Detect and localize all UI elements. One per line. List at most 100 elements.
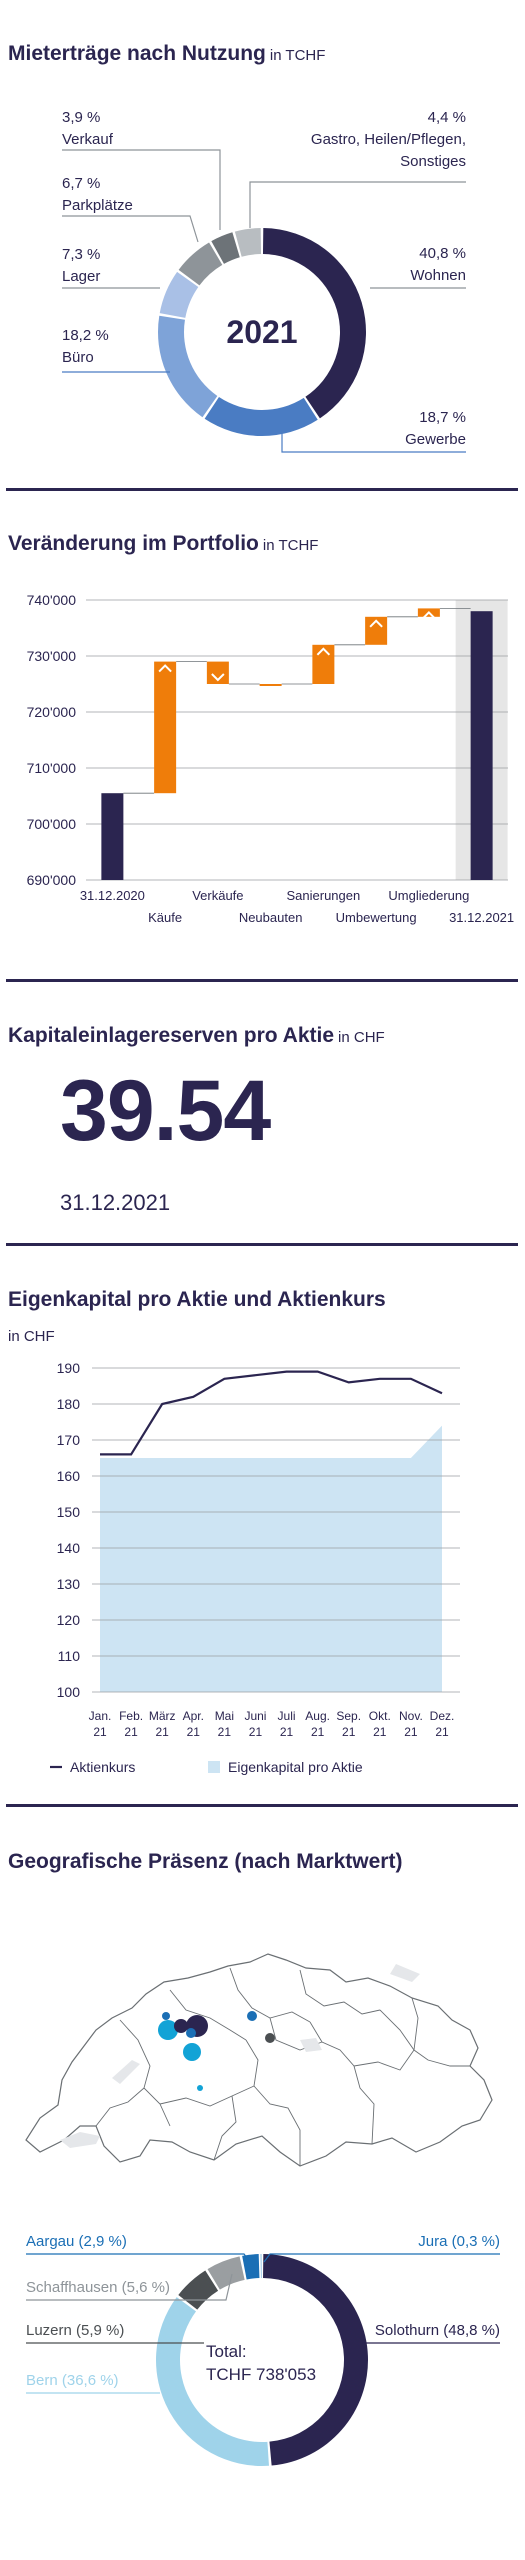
lake-neuchatel: [112, 2060, 140, 2084]
equity-ytick: 160: [57, 1468, 81, 1484]
geo-leader-aargau: [26, 2253, 251, 2263]
equity-xlabel-year: 21: [124, 1725, 138, 1739]
reserves-unit: in CHF: [338, 1029, 385, 1046]
marker-dot: [247, 2011, 257, 2021]
rent-label-büro: Büro: [62, 349, 94, 366]
equity-ytick: 100: [57, 1684, 81, 1700]
equity-xlabel-month: Apr.: [183, 1709, 204, 1723]
geo-slice-jura: [260, 2254, 262, 2279]
canton-border: [119, 2019, 171, 2127]
equity-xlabel-year: 21: [280, 1725, 294, 1739]
rent-leader-gastro-heilen-pflegen-sonstiges: [249, 181, 466, 228]
rent-slice-parkplätze: [178, 242, 223, 286]
rent-pct-lager: 7,3 %: [62, 246, 100, 263]
canton-border: [213, 2095, 237, 2161]
portfolio-arrow-sanierungen: [316, 647, 331, 656]
portfolio-xlabel-verkäufe: Verkäufe: [192, 888, 243, 903]
lake-geneva: [60, 2132, 100, 2148]
equity-ytick: 190: [57, 1360, 81, 1376]
geo-leader-schaffhausen: [26, 2273, 233, 2301]
canton-borders: [95, 1967, 470, 2166]
rent-label-parkplätze: Parkplätze: [62, 197, 133, 214]
marker-dot: [197, 2085, 203, 2091]
equity-ytick: 140: [57, 1540, 81, 1556]
portfolio-unit: in TCHF: [262, 537, 319, 554]
equity-ytick: 120: [57, 1612, 81, 1628]
legend-swatch-eigenkapital: [208, 1761, 220, 1773]
equity-xlabel-year: 21: [311, 1725, 325, 1739]
marker-dot: [162, 2012, 170, 2020]
divider-4: [6, 1804, 518, 1807]
equity-xlabel-year: 21: [373, 1725, 387, 1739]
equity-title: Eigenkapital pro Aktie und Aktienkurs: [8, 1288, 386, 1312]
portfolio-ytick: 690'000: [27, 872, 77, 888]
portfolio-ytick: 730'000: [27, 648, 77, 664]
geo-label-bern: Bern (36,6 %): [26, 2372, 119, 2389]
canton-border: [169, 1989, 247, 2041]
lake-lucerne: [300, 2038, 322, 2052]
marker-dot: [183, 2043, 201, 2061]
reserves-date: 31.12.2021: [60, 1190, 171, 1215]
portfolio-arrow-umbewertung: [369, 619, 383, 628]
equity-xlabel-year: 21: [218, 1725, 232, 1739]
geo-slice-schaffhausen: [207, 2256, 245, 2290]
canton-border: [353, 2049, 415, 2071]
portfolio-title: Veränderung im Portfolio in TCHF: [8, 532, 318, 556]
geo-total-value: TCHF 738'053: [206, 2365, 316, 2384]
portfolio-xlabel-umgliederung: Umgliederung: [388, 888, 469, 903]
geo-label-schaffhausen: Schaffhausen (5,6 %): [26, 2279, 170, 2296]
canton-border: [159, 2085, 255, 2107]
geo-slice-aargau: [242, 2254, 260, 2280]
equity-line-chart: 100 110 120 130 140 150 160 170 180 190 Jan. 21 Feb.…: [50, 1360, 460, 1775]
portfolio-arrow-käufe: [158, 664, 172, 673]
legend-label-aktienkurs: Aktienkurs: [70, 1759, 135, 1775]
rent-title-text: Mieterträge nach Nutzung: [8, 42, 266, 65]
portfolio-xlabel-sanierungen: Sanierungen: [287, 888, 361, 903]
geo-title: Geografische Präsenz (nach Marktwert): [8, 1850, 402, 1874]
equity-xlabel-year: 21: [404, 1725, 418, 1739]
equity-xlabel-month: Dez.: [430, 1709, 455, 1723]
rent-title: Mieterträge nach Nutzung in TCHF: [8, 42, 325, 66]
portfolio-xlabel-31-12-2021: 31.12.2021: [449, 910, 514, 925]
divider-2: [6, 979, 518, 982]
map-outline: [25, 1953, 493, 2167]
rent-pct-gewerbe: 18,7 %: [419, 409, 466, 426]
rent-pct-verkauf: 3,9 %: [62, 109, 100, 126]
rent-slice-gastro-heilen-pflegen-sonstiges: [234, 228, 262, 257]
rent-donut-chart: 2021 40,8 % Wohnen 18,7 % Gewerbe 18,2 % Büro…: [62, 109, 466, 453]
geo-slice-solothurn: [263, 2254, 368, 2466]
rent-unit: in TCHF: [269, 47, 326, 64]
canton-border: [95, 2087, 145, 2127]
equity-xlabel-month: Aug.: [305, 1709, 330, 1723]
marker-dot: [158, 2020, 178, 2040]
portfolio-ytick: 740'000: [27, 592, 77, 608]
rent-leader-verkauf: [62, 149, 221, 230]
portfolio-bar-31-12-2020: [101, 793, 124, 880]
portfolio-bar-umbewertung: [365, 616, 388, 645]
rent-slice-lager: [159, 271, 199, 318]
rent-label-gastro-heilen-pflegen-sonstiges: Gastro, Heilen/Pflegen,: [311, 131, 466, 148]
geo-slice-bern: [155, 2297, 269, 2466]
rent-label-wohnen: Wohnen: [410, 267, 466, 284]
rent-pct-parkplätze: 6,7 %: [62, 175, 100, 192]
rent-pct-gastro-heilen-pflegen-sonstiges: 4,4 %: [428, 109, 466, 126]
lake-constance: [390, 1964, 420, 1982]
rent-pct-wohnen: 40,8 %: [419, 245, 466, 262]
rent-label-gewerbe: Gewerbe: [405, 431, 466, 448]
portfolio-bar-verkäufe: [206, 661, 229, 684]
portfolio-bar-käufe: [154, 661, 177, 794]
property-markers: [158, 2011, 275, 2091]
reserves-title: Kapitaleinlagereserven pro Aktie in CHF: [8, 1024, 385, 1048]
equity-title-text: Eigenkapital pro Aktie und Aktienkurs: [8, 1288, 386, 1311]
portfolio-arrow-umgliederung: [422, 610, 436, 620]
rent-label-gastro-heilen-pflegen-sonstiges: Sonstiges: [400, 153, 466, 170]
reserves-title-text: Kapitaleinlagereserven pro Aktie: [8, 1024, 335, 1047]
rent-slice-büro: [158, 315, 218, 418]
equity-xlabel-month: Jan.: [89, 1709, 112, 1723]
legend-label-eigenkapital: Eigenkapital pro Aktie: [228, 1759, 363, 1775]
canton-border: [299, 1969, 381, 2015]
switzerland-map: [25, 1953, 493, 2167]
rent-slice-verkauf: [211, 232, 240, 264]
reserves-value: 39.54: [60, 1063, 271, 1159]
portfolio-ytick: 720'000: [27, 704, 77, 720]
